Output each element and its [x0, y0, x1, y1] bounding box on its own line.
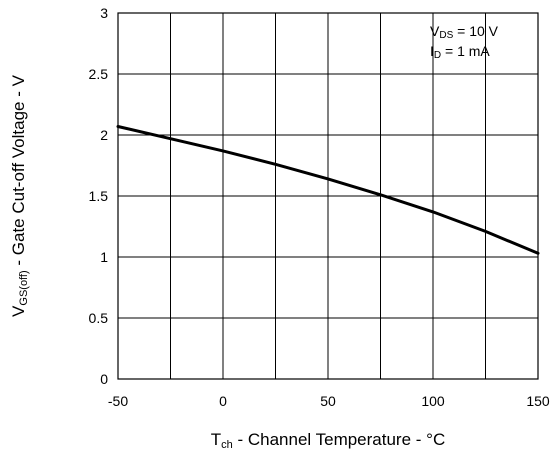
x-axis-label-main: T — [211, 430, 221, 449]
x-tick-label: 100 — [421, 393, 445, 409]
x-axis-tick-labels: -50 0 50 100 150 — [108, 393, 550, 409]
x-axis-label-rest: - Channel Temperature - °C — [233, 430, 445, 449]
y-tick-label: 0.5 — [89, 310, 109, 326]
condition-annotation: ID = 1 mA — [430, 43, 490, 61]
x-axis-label-sub: ch — [221, 439, 233, 451]
annotation-subscript: D — [434, 50, 441, 61]
y-tick-label: 2.5 — [89, 66, 109, 82]
x-tick-label: 0 — [219, 393, 227, 409]
y-axis-label-main: V — [9, 305, 28, 317]
x-tick-label: -50 — [108, 393, 128, 409]
x-tick-label: 50 — [320, 393, 336, 409]
series-lines — [116, 125, 540, 255]
annotation-value: = 1 mA — [441, 43, 490, 59]
y-tick-label: 3 — [100, 5, 108, 21]
y-tick-label: 1 — [100, 249, 108, 265]
y-tick-label: 2 — [100, 127, 108, 143]
plot-frame — [117, 12, 539, 380]
plot-border — [117, 12, 539, 380]
annotation-symbol: I — [430, 43, 434, 59]
y-axis-label-sub: GS(off) — [18, 270, 30, 305]
condition-annotations: VDS = 10 V ID = 1 mA — [430, 23, 499, 61]
y-tick-label: 0 — [100, 371, 108, 387]
y-axis-tick-labels: 0 0.5 1 1.5 2 2.5 3 — [89, 5, 109, 387]
annotation-subscript: DS — [439, 30, 453, 41]
condition-annotation: VDS = 10 V — [430, 23, 499, 41]
x-tick-label: 150 — [526, 393, 550, 409]
y-tick-label: 1.5 — [89, 188, 109, 204]
y-axis-label-rest: - Gate Cut-off Voltage - V — [9, 74, 28, 270]
y-axis-label: VGS(off) - Gate Cut-off Voltage - V — [9, 74, 30, 317]
grid-lines — [118, 13, 538, 379]
series-line — [116, 125, 540, 255]
annotation-symbol: V — [430, 23, 440, 39]
x-axis-label: Tch - Channel Temperature - °C — [211, 430, 445, 451]
annotation-value: = 10 V — [453, 23, 498, 39]
